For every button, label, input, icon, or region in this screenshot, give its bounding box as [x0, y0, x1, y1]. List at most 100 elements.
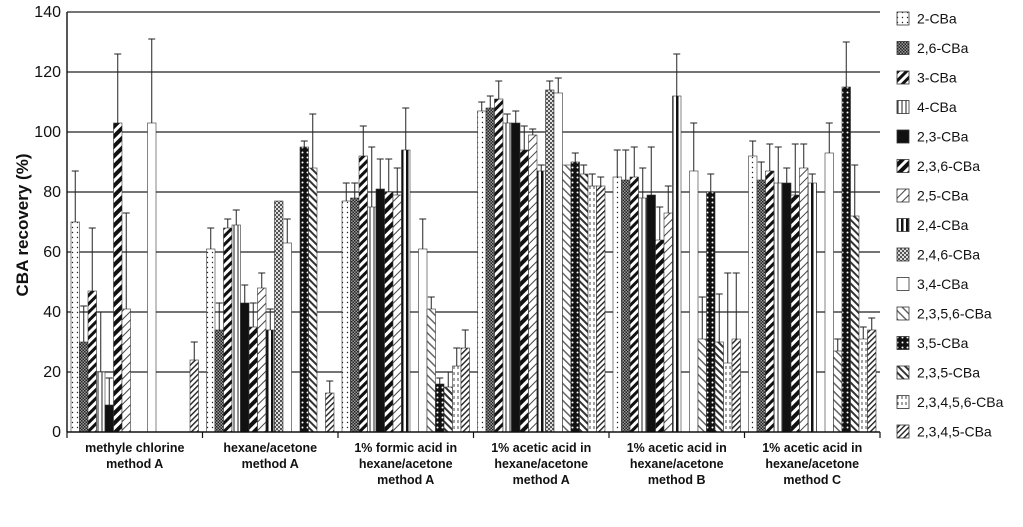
bar	[850, 215, 860, 433]
bar	[231, 224, 241, 433]
x-category-label: method A	[377, 473, 434, 487]
x-category-label: methyle chlorine	[85, 441, 184, 455]
legend-label: 2,4,6-CBa	[917, 247, 980, 263]
x-category-label: method A	[242, 457, 299, 471]
legend-swatch	[896, 159, 910, 173]
bar	[113, 122, 123, 433]
bar	[511, 122, 521, 433]
bar	[79, 341, 89, 433]
bar	[807, 182, 817, 433]
bar	[714, 341, 724, 433]
bar	[299, 146, 309, 433]
bar	[121, 308, 131, 433]
bar	[87, 290, 97, 433]
y-tick-label: 20	[43, 364, 61, 381]
legend-label: 2,3,5,6-CBa	[917, 306, 992, 322]
y-tick-label: 60	[43, 244, 61, 261]
y-axis-label: CBA recovery (%)	[13, 154, 32, 297]
bar	[621, 179, 631, 433]
legend-label: 3,4-CBa	[917, 276, 969, 292]
bar	[646, 194, 656, 433]
bar	[706, 191, 716, 433]
bar	[274, 200, 284, 433]
axes-layer: 0 20 40 60 80 100 120 140 methyle chlorine method…	[34, 4, 881, 487]
legend-swatch	[896, 70, 910, 85]
bar	[596, 185, 606, 433]
bar	[426, 308, 436, 433]
bar	[663, 212, 673, 433]
bar	[223, 227, 233, 433]
bar	[612, 176, 622, 433]
legend-swatch	[896, 395, 910, 409]
bar	[308, 167, 318, 433]
bar	[553, 92, 563, 433]
x-category-label: 1% acetic acid in	[627, 441, 727, 455]
bar	[748, 155, 758, 433]
x-category-label: hexane/acetone	[765, 457, 859, 471]
y-tick-label: 40	[43, 304, 61, 321]
bar	[214, 329, 224, 433]
bar	[545, 89, 555, 433]
bar	[189, 359, 199, 433]
x-category-label: hexane/acetone	[359, 457, 453, 471]
legend-label: 3,5-CBa	[917, 335, 969, 351]
bar	[587, 185, 597, 433]
bar	[638, 197, 648, 433]
bar	[528, 134, 538, 433]
bar	[536, 170, 546, 433]
bar	[341, 200, 351, 433]
x-category-label: 1% formic acid in	[354, 441, 457, 455]
bar	[858, 338, 868, 433]
legend-label: 3-CBa	[917, 70, 957, 86]
y-tick-label: 120	[34, 64, 61, 81]
bar	[773, 182, 783, 433]
legend-swatch	[896, 424, 910, 439]
bar	[841, 86, 851, 433]
bar	[375, 188, 385, 433]
bar	[485, 107, 495, 433]
bar	[443, 386, 453, 433]
legend-label: 2-CBa	[917, 11, 957, 27]
bar	[248, 326, 258, 433]
bar	[782, 182, 792, 433]
bar	[104, 404, 114, 433]
bar	[96, 371, 106, 433]
y-tick-label: 100	[34, 124, 61, 141]
bar	[519, 149, 529, 433]
legend-swatch	[896, 188, 910, 203]
bar	[257, 287, 267, 433]
bar	[477, 110, 487, 433]
bar	[579, 173, 589, 433]
legend-label: 2,3-CBa	[917, 129, 969, 145]
bars-layer	[70, 38, 877, 433]
bar	[655, 239, 665, 433]
legend-label: 2,6-CBa	[917, 40, 969, 56]
legend-label: 2,3,4,5,6-CBa	[917, 394, 1004, 410]
bar	[350, 197, 360, 433]
legend-swatch	[896, 306, 910, 321]
x-category-label: method A	[106, 457, 163, 471]
x-category-label: method A	[513, 473, 570, 487]
legend-label: 2,5-CBa	[917, 188, 969, 204]
x-category-label: method C	[783, 473, 841, 487]
bar	[282, 242, 292, 433]
bar	[240, 302, 250, 433]
legend-label: 2,3,6-CBa	[917, 158, 980, 174]
bar	[502, 122, 512, 433]
legend-swatch	[896, 247, 910, 262]
bar	[867, 329, 877, 433]
y-tick-label: 80	[43, 184, 61, 201]
y-tick-label: 140	[34, 4, 61, 21]
bar	[562, 164, 572, 433]
legend-label: 4-CBa	[917, 99, 957, 115]
y-tick-label: 0	[52, 424, 61, 441]
x-category-label: hexane/acetone	[494, 457, 588, 471]
grid-layer	[67, 11, 880, 373]
bar	[401, 149, 411, 433]
bar	[494, 98, 504, 433]
bar	[824, 152, 834, 433]
bar	[790, 194, 800, 433]
x-category-label: hexane/acetone	[630, 457, 724, 471]
bar	[147, 122, 157, 433]
